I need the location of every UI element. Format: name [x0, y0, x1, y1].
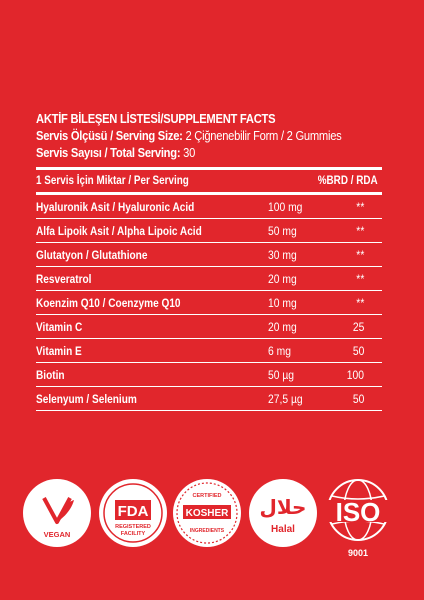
serving-size: Servis Ölçüsü / Serving Size: 2 Çiğneneb… — [36, 127, 342, 144]
vegan-leaf-icon: VEGAN — [23, 479, 91, 547]
divider — [36, 362, 382, 363]
kosher-bottom: INGREDIENTS — [190, 528, 225, 534]
ingredient-amount: 50 mg — [268, 224, 297, 238]
supplement-facts-panel: AKTİF BİLEŞEN LİSTESİ/SUPPLEMENT FACTS S… — [36, 110, 382, 411]
divider — [36, 410, 382, 411]
iso-number: 9001 — [348, 548, 368, 558]
ingredient-name: Koenzim Q10 / Coenzyme Q10 — [36, 296, 181, 310]
ingredient-name: Selenyum / Selenium — [36, 392, 137, 406]
ingredient-rda: ** — [355, 296, 364, 310]
ingredient-rda: 50 — [352, 344, 364, 358]
table-row: Glutatyon / Glutathione 30 mg ** — [36, 243, 382, 266]
serving-size-value: 2 Çiğnenebilir Form / 2 Gummies — [185, 128, 342, 143]
divider-thick — [36, 192, 382, 195]
ingredient-rda: ** — [355, 248, 364, 262]
fda-main: FDA — [118, 503, 149, 520]
ingredient-name: Hyaluronik Asit / Hyaluronic Acid — [36, 200, 195, 214]
ingredient-name: Resveratrol — [36, 272, 92, 286]
fda-badge: FDA REGISTERED FACILITY — [98, 478, 168, 548]
ingredient-name: Glutatyon / Glutathione — [36, 248, 148, 262]
total-serving: Servis Sayısı / Total Serving: 30 — [36, 144, 334, 161]
divider-thick — [36, 167, 382, 170]
iso-badge: ISO 9001 — [316, 472, 400, 562]
divider — [36, 314, 382, 315]
ingredient-amount: 100 mg — [268, 200, 303, 214]
ingredient-name: Biotin — [36, 368, 65, 382]
halal-badge: حلال Halal — [248, 478, 318, 548]
certification-badges: VEGAN FDA REGISTERED FACILITY CERTIFIED … — [0, 468, 424, 578]
table-row: Hyaluronik Asit / Hyaluronic Acid 100 mg… — [36, 195, 382, 218]
halal-seal-icon: حلال Halal — [249, 479, 317, 547]
ingredient-amount: 20 mg — [268, 320, 297, 334]
divider — [36, 338, 382, 339]
table-row: Biotin 50 µg 100 — [36, 363, 382, 386]
divider — [36, 242, 382, 243]
table-row: Selenyum / Selenium 27,5 µg 50 — [36, 387, 382, 410]
ingredient-amount: 27,5 µg — [268, 392, 303, 406]
ingredient-amount: 30 mg — [268, 248, 297, 262]
serving-size-label: Servis Ölçüsü / Serving Size: — [36, 128, 183, 143]
table-header: 1 Servis İçin Miktar / Per Serving %BRD … — [36, 170, 382, 192]
kosher-main: KOSHER — [186, 508, 230, 519]
divider — [36, 218, 382, 219]
ingredient-rda: 100 — [346, 368, 364, 382]
ingredient-rda: ** — [355, 272, 364, 286]
header-per-serving: 1 Servis İçin Miktar / Per Serving — [36, 175, 189, 187]
iso-main: ISO — [336, 497, 381, 527]
ingredient-name: Vitamin C — [36, 320, 83, 334]
ingredient-amount: 50 µg — [268, 368, 295, 382]
kosher-badge: CERTIFIED KOSHER INGREDIENTS — [172, 478, 242, 548]
ingredient-rda: 25 — [352, 320, 364, 334]
divider — [36, 290, 382, 291]
header-rda: %BRD / RDA — [318, 175, 378, 187]
fda-seal-icon: FDA REGISTERED FACILITY — [99, 479, 167, 547]
fda-line2: FACILITY — [121, 531, 146, 537]
table-row: Resveratrol 20 mg ** — [36, 267, 382, 290]
vegan-label: VEGAN — [44, 530, 71, 539]
table-row: Alfa Lipoik Asit / Alpha Lipoic Acid 50 … — [36, 219, 382, 242]
table-row: Vitamin E 6 mg 50 — [36, 339, 382, 362]
ingredient-rda: ** — [355, 224, 364, 238]
kosher-seal-icon: CERTIFIED KOSHER INGREDIENTS — [173, 479, 241, 547]
divider — [36, 386, 382, 387]
ingredient-name: Vitamin E — [36, 344, 82, 358]
total-serving-label: Servis Sayısı / Total Serving: — [36, 145, 181, 160]
kosher-top: CERTIFIED — [192, 493, 221, 499]
ingredient-amount: 20 mg — [268, 272, 297, 286]
vegan-badge: VEGAN — [22, 478, 92, 548]
ingredient-rda: 50 — [352, 392, 364, 406]
ingredient-name: Alfa Lipoik Asit / Alpha Lipoic Acid — [36, 224, 202, 238]
facts-title: AKTİF BİLEŞEN LİSTESİ/SUPPLEMENT FACTS — [36, 111, 276, 126]
ingredient-amount: 6 mg — [268, 344, 291, 358]
iso-globe-icon: ISO 9001 — [320, 479, 396, 558]
total-serving-value: 30 — [183, 145, 196, 160]
fda-line1: REGISTERED — [115, 524, 151, 530]
ingredient-rda: ** — [355, 200, 364, 214]
divider — [36, 266, 382, 267]
table-row: Vitamin C 20 mg 25 — [36, 315, 382, 338]
halal-arabic: حلال — [260, 495, 307, 519]
halal-main: Halal — [271, 524, 295, 535]
ingredient-amount: 10 mg — [268, 296, 297, 310]
table-row: Koenzim Q10 / Coenzyme Q10 10 mg ** — [36, 291, 382, 314]
